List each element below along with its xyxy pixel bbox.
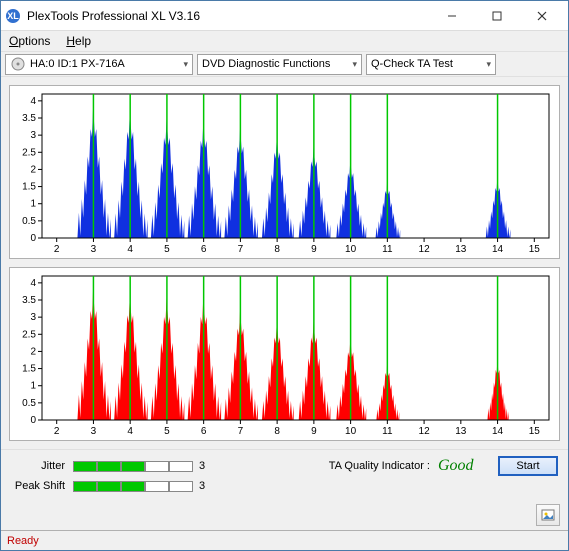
minimize-button[interactable] <box>429 1 474 30</box>
menubar: Options Help <box>1 31 568 51</box>
svg-text:9: 9 <box>311 426 317 437</box>
svg-text:0: 0 <box>30 233 36 244</box>
svg-text:3.5: 3.5 <box>22 295 36 306</box>
svg-text:11: 11 <box>382 426 393 437</box>
svg-text:12: 12 <box>419 426 431 437</box>
disc-icon <box>10 56 26 72</box>
chart-top: 0 0.5 1 1.5 2 2.5 3 3.5 4 2 3 4 5 6 7 8 9 10 11 12 13 14 15 <box>10 86 559 258</box>
taq-label: TA Quality Indicator : <box>329 460 430 472</box>
svg-text:3: 3 <box>91 426 97 437</box>
menu-help[interactable]: Help <box>66 34 91 48</box>
svg-text:7: 7 <box>238 426 244 437</box>
maximize-button[interactable] <box>474 1 519 30</box>
chevron-down-icon: ▾ <box>183 59 188 70</box>
svg-text:5: 5 <box>164 244 170 255</box>
svg-text:XL: XL <box>7 11 19 21</box>
svg-text:10: 10 <box>345 244 357 255</box>
svg-text:4: 4 <box>127 426 133 437</box>
svg-text:3: 3 <box>30 130 36 141</box>
peakshift-value: 3 <box>199 480 213 492</box>
chart-area: 00.511.522.533.5423456789101112131415 00… <box>1 77 568 449</box>
svg-text:4: 4 <box>127 244 133 255</box>
svg-text:0: 0 <box>30 415 36 426</box>
test-select-value: Q-Check TA Test <box>371 58 453 70</box>
svg-text:4: 4 <box>30 278 36 289</box>
svg-text:0.5: 0.5 <box>22 216 36 227</box>
svg-text:1: 1 <box>30 381 36 392</box>
meter-bar <box>169 461 193 472</box>
status-text: Ready <box>7 535 39 547</box>
jitter-label: Jitter <box>11 460 73 472</box>
svg-text:10: 10 <box>345 426 357 437</box>
svg-text:2: 2 <box>30 346 36 357</box>
jitter-value: 3 <box>199 460 213 472</box>
close-button[interactable] <box>519 1 564 30</box>
meter-bar <box>169 481 193 492</box>
chevron-down-icon: ▾ <box>352 59 357 70</box>
chart-bottom-panel: 0 0.5 1 1.5 2 2.5 3 3.5 4 2 3 4 5 6 7 8 9 10 11 12 13 14 15 <box>9 267 560 441</box>
app-logo-icon: XL <box>5 8 21 24</box>
svg-text:13: 13 <box>455 426 467 437</box>
meter-bar <box>121 481 145 492</box>
svg-text:3: 3 <box>91 244 97 255</box>
svg-text:8: 8 <box>274 244 280 255</box>
titlebar: XL PlexTools Professional XL V3.16 <box>1 1 568 31</box>
save-image-button[interactable] <box>536 504 560 526</box>
svg-text:1.5: 1.5 <box>22 364 36 375</box>
test-select[interactable]: Q-Check TA Test ▾ <box>366 54 496 75</box>
svg-text:13: 13 <box>455 244 467 255</box>
svg-text:8: 8 <box>274 426 280 437</box>
svg-text:1.5: 1.5 <box>22 182 36 193</box>
svg-text:9: 9 <box>311 244 317 255</box>
taq-value: Good <box>438 457 498 475</box>
svg-text:11: 11 <box>382 244 393 255</box>
chart-bottom: 0 0.5 1 1.5 2 2.5 3 3.5 4 2 3 4 5 6 7 8 9 10 11 12 13 14 15 <box>10 268 559 440</box>
svg-text:4: 4 <box>30 96 36 107</box>
toolbar: HA:0 ID:1 PX-716A ▾ DVD Diagnostic Funct… <box>1 51 568 77</box>
svg-text:3: 3 <box>30 312 36 323</box>
svg-text:6: 6 <box>201 426 207 437</box>
peakshift-label: Peak Shift <box>11 480 73 492</box>
menu-options[interactable]: Options <box>9 34 50 48</box>
svg-text:15: 15 <box>529 244 541 255</box>
svg-text:1: 1 <box>30 199 36 210</box>
svg-text:2.5: 2.5 <box>22 329 36 340</box>
jitter-bars <box>73 461 193 472</box>
meter-bar <box>73 461 97 472</box>
statusbar: Ready <box>1 530 568 550</box>
svg-text:5: 5 <box>164 426 170 437</box>
svg-text:12: 12 <box>419 244 431 255</box>
bottom-buttons <box>1 502 568 530</box>
svg-text:14: 14 <box>492 426 504 437</box>
peakshift-bars <box>73 481 193 492</box>
meter-bar <box>145 481 169 492</box>
start-button[interactable]: Start <box>498 456 558 476</box>
svg-text:6: 6 <box>201 244 207 255</box>
drive-select-value: HA:0 ID:1 PX-716A <box>30 58 125 70</box>
svg-text:15: 15 <box>529 426 541 437</box>
svg-text:7: 7 <box>238 244 244 255</box>
svg-text:0.5: 0.5 <box>22 398 36 409</box>
meter-bar <box>121 461 145 472</box>
window-title: PlexTools Professional XL V3.16 <box>27 9 429 23</box>
svg-text:2: 2 <box>54 426 60 437</box>
svg-text:14: 14 <box>492 244 504 255</box>
meter-bar <box>73 481 97 492</box>
picture-icon <box>541 508 555 522</box>
chevron-down-icon: ▾ <box>486 59 491 70</box>
meter-bar <box>97 481 121 492</box>
svg-text:2: 2 <box>30 164 36 175</box>
svg-text:2.5: 2.5 <box>22 147 36 158</box>
metrics-row: Jitter 3 TA Quality Indicator : Good Sta… <box>1 449 568 502</box>
chart-top-panel: 0 0.5 1 1.5 2 2.5 3 3.5 4 2 3 4 5 6 7 8 9 10 11 12 13 14 15 <box>9 85 560 259</box>
meter-bar <box>145 461 169 472</box>
drive-select[interactable]: HA:0 ID:1 PX-716A ▾ <box>5 54 193 75</box>
function-select[interactable]: DVD Diagnostic Functions ▾ <box>197 54 362 75</box>
meter-bar <box>97 461 121 472</box>
svg-text:2: 2 <box>54 244 60 255</box>
svg-text:3.5: 3.5 <box>22 113 36 124</box>
function-select-value: DVD Diagnostic Functions <box>202 58 330 70</box>
